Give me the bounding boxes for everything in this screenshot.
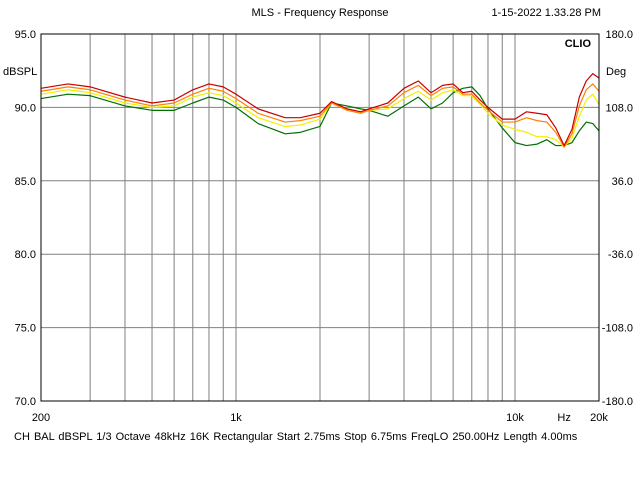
y2-tick-label: -180.0 — [602, 396, 633, 408]
series-line — [40, 83, 600, 148]
y2-axis-label: Deg — [606, 66, 626, 78]
series-layer — [40, 73, 600, 148]
x-tick-label: 20k — [590, 412, 608, 424]
timestamp: 1-15-2022 1.33.28 PM — [491, 7, 601, 19]
y-tick-label: 75.0 — [15, 323, 36, 335]
y-tick-label: 80.0 — [15, 249, 36, 261]
measurement-info: CH BAL dBSPL 1/3 Octave 48kHz 16K Rectan… — [14, 431, 578, 443]
y2-tick-label: 180.0 — [605, 29, 633, 41]
series-line — [40, 86, 600, 147]
y-tick-label: 90.0 — [15, 102, 36, 114]
y-tick-label: 85.0 — [15, 176, 36, 188]
y-tick-label: 70.0 — [15, 396, 36, 408]
grid — [41, 34, 599, 401]
axis-labels: 95.0 90.0 85.0 80.0 75.0 70.0 180.0 108.0 36.0 -3… — [15, 29, 633, 424]
plot-frame — [40, 33, 600, 402]
x-tick-label: 1k — [230, 412, 242, 424]
y2-tick-label: -36.0 — [608, 249, 633, 261]
x-tick-label: Hz — [557, 412, 570, 424]
x-tick-label: 10k — [506, 412, 524, 424]
chart-title: MLS - Frequency Response — [251, 7, 389, 19]
y2-tick-label: -108.0 — [602, 323, 633, 335]
series-line — [40, 73, 600, 147]
brand-label: CLIO — [565, 38, 592, 50]
y2-tick-label: 108.0 — [605, 102, 633, 114]
series-line — [40, 89, 600, 148]
y-axis-label: dBSPL — [3, 66, 37, 78]
y-tick-label: 95.0 — [15, 29, 36, 41]
y2-tick-label: 36.0 — [612, 176, 633, 188]
x-tick-label: 200 — [32, 412, 50, 424]
